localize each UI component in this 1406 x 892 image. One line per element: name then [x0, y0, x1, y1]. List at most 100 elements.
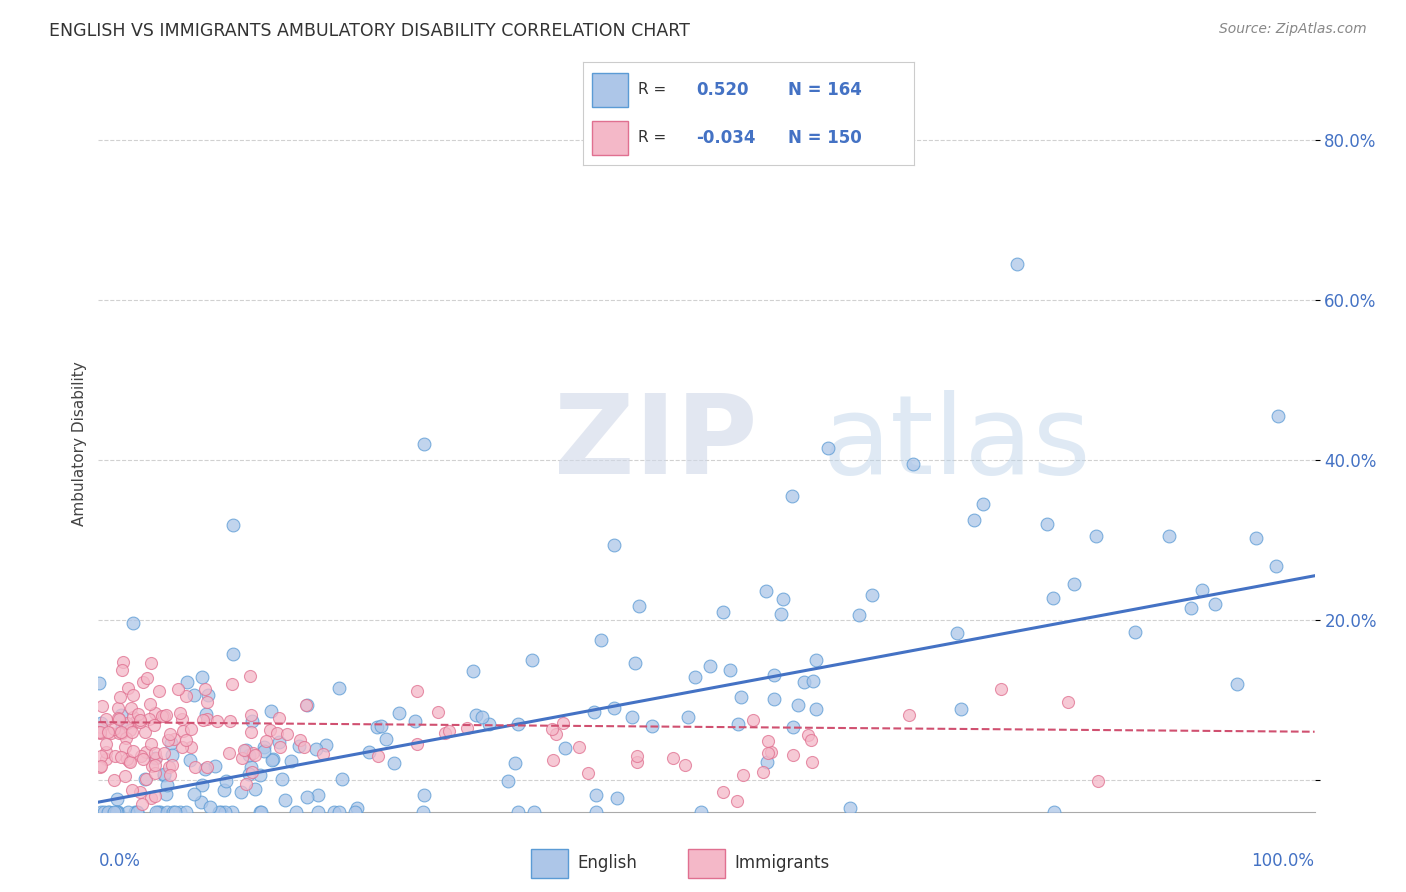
Point: [727, 717, 749, 731]
Point: [94, 712, 117, 726]
Point: [292, 739, 315, 754]
Point: [115, 731, 138, 745]
Point: [136, 671, 159, 685]
Point: [191, 778, 214, 792]
Point: [90, 698, 112, 713]
Point: [176, 805, 198, 819]
Point: [111, 663, 134, 677]
Text: ZIP: ZIP: [554, 391, 758, 497]
Point: [87, 724, 110, 739]
Point: [276, 727, 298, 741]
Point: [496, 774, 519, 789]
Point: [159, 768, 181, 782]
Point: [963, 513, 986, 527]
Point: [471, 710, 494, 724]
Point: [330, 772, 353, 787]
Point: [111, 720, 134, 734]
Point: [195, 695, 218, 709]
Point: [413, 789, 436, 803]
Point: [838, 801, 860, 815]
Point: [153, 767, 176, 781]
Point: [121, 783, 143, 797]
Point: [546, 727, 568, 741]
Point: [138, 712, 160, 726]
Point: [215, 773, 238, 788]
Text: -0.034: -0.034: [696, 128, 755, 147]
Point: [343, 805, 366, 819]
Point: [762, 692, 785, 706]
Point: [972, 497, 994, 511]
Point: [134, 772, 156, 787]
Point: [576, 766, 599, 780]
Point: [676, 710, 699, 724]
Point: [107, 805, 129, 819]
Point: [478, 716, 501, 731]
Point: [673, 758, 696, 772]
Point: [231, 751, 253, 765]
Point: [141, 791, 163, 805]
Point: [89, 725, 111, 739]
Point: [235, 777, 257, 791]
Text: Immigrants: Immigrants: [734, 854, 830, 872]
FancyBboxPatch shape: [531, 849, 568, 878]
Point: [782, 720, 804, 734]
Point: [374, 731, 396, 746]
Point: [285, 805, 308, 819]
Point: [219, 714, 242, 729]
Point: [94, 752, 117, 766]
Text: 0.520: 0.520: [696, 80, 748, 99]
Point: [304, 742, 326, 756]
Point: [626, 755, 648, 769]
Point: [280, 754, 302, 768]
Point: [307, 788, 329, 802]
Point: [1057, 695, 1080, 709]
Point: [367, 748, 389, 763]
Point: [103, 805, 125, 819]
Text: English: English: [576, 854, 637, 872]
Point: [520, 653, 543, 667]
Point: [100, 726, 122, 740]
Point: [328, 681, 350, 695]
Point: [235, 742, 257, 756]
Point: [1157, 529, 1180, 543]
FancyBboxPatch shape: [592, 121, 628, 155]
Point: [238, 767, 260, 781]
Point: [725, 794, 748, 808]
Point: [585, 805, 607, 819]
Point: [183, 688, 205, 702]
Point: [950, 702, 973, 716]
Point: [662, 751, 685, 765]
Point: [96, 746, 118, 760]
Point: [157, 760, 180, 774]
Point: [253, 740, 276, 755]
Point: [166, 682, 188, 697]
Point: [209, 805, 232, 819]
Point: [1123, 625, 1146, 640]
Point: [107, 711, 129, 725]
Point: [260, 704, 283, 718]
Point: [125, 805, 148, 819]
Point: [143, 757, 166, 772]
Point: [711, 785, 734, 799]
Point: [122, 688, 145, 702]
Point: [505, 756, 527, 770]
Point: [759, 745, 782, 759]
Point: [551, 715, 574, 730]
Point: [214, 805, 236, 819]
Point: [90, 805, 112, 819]
Text: N = 150: N = 150: [789, 128, 862, 147]
Point: [124, 805, 146, 819]
Point: [699, 659, 721, 673]
Point: [120, 701, 142, 715]
Point: [307, 805, 329, 819]
Point: [554, 740, 576, 755]
Point: [312, 747, 335, 761]
Point: [1267, 409, 1289, 423]
Y-axis label: Ambulatory Disability: Ambulatory Disability: [72, 361, 87, 526]
Point: [132, 674, 155, 689]
Point: [135, 745, 157, 759]
Point: [170, 739, 193, 754]
Point: [621, 710, 644, 724]
Point: [127, 706, 149, 721]
Point: [254, 734, 277, 748]
